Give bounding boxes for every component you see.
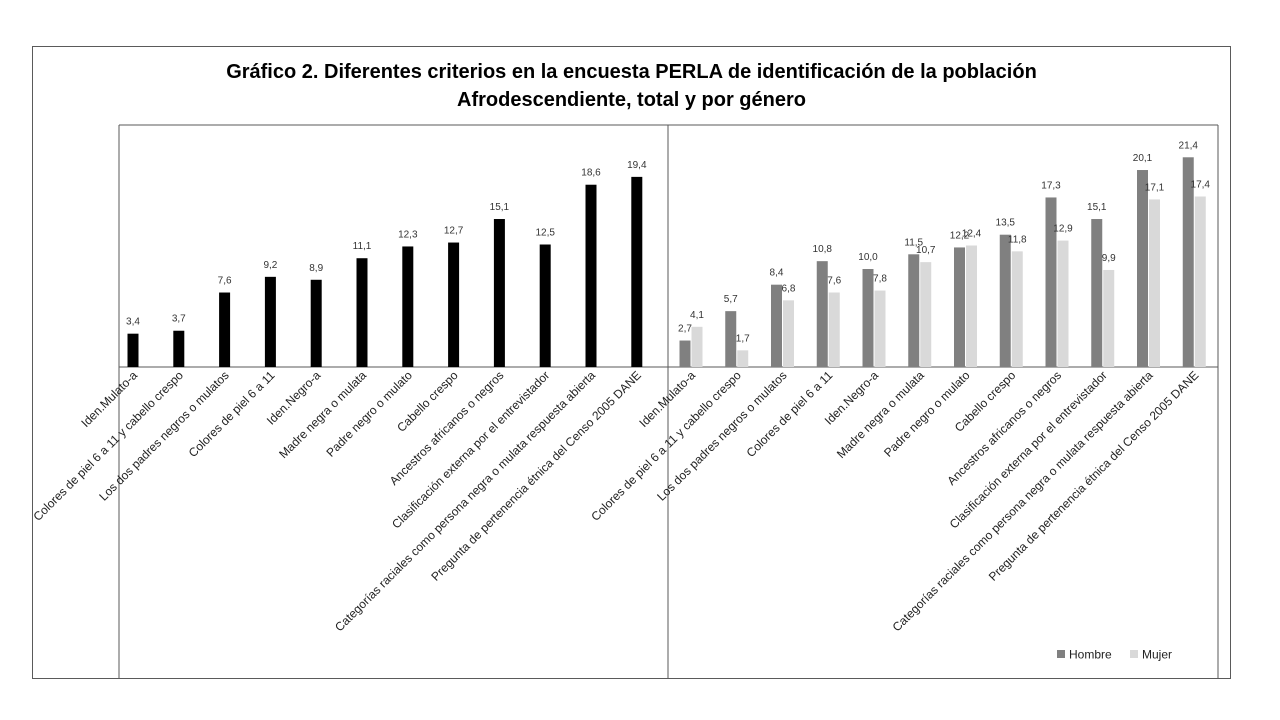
bar-p1-s1-c8 (448, 242, 460, 367)
data-label-p2-s2-c5: 7,8 (873, 274, 887, 285)
data-label-p2-s2-c2: 1,7 (736, 333, 750, 344)
data-label-p1-s1-c12: 19,4 (627, 160, 647, 171)
bar-p2-s2-c3 (783, 300, 794, 367)
bar-p1-s1-c10 (539, 244, 551, 367)
bar-p1-s1-c1 (127, 333, 139, 367)
bar-p1-s1-c9 (493, 219, 505, 367)
data-label-p2-s1-c5: 10,0 (858, 252, 878, 263)
data-label-p2-s2-c8: 11,8 (1008, 234, 1027, 245)
bar-p2-s2-c11 (1149, 199, 1160, 367)
data-label-p1-s1-c2: 3,7 (172, 314, 186, 325)
bar-p2-s1-c1 (679, 340, 691, 367)
data-label-p1-s1-c10: 12,5 (535, 228, 555, 239)
bar-p2-s1-c10 (1091, 219, 1103, 367)
legend-label-2: Mujer (1142, 648, 1172, 662)
data-label-p2-s1-c3: 8,4 (770, 268, 784, 279)
category-label-p1-c7: Padre negro o mulato (323, 368, 415, 460)
bar-p1-s1-c2 (173, 330, 185, 367)
bar-p2-s1-c9 (1045, 197, 1057, 367)
legend-swatch-2 (1130, 650, 1138, 658)
data-label-p2-s2-c4: 7,6 (827, 276, 841, 287)
category-label-p2-c10: Clasificación externa por el entrevistad… (947, 368, 1110, 531)
legend-label-1: Hombre (1069, 648, 1112, 662)
data-label-p2-s1-c4: 10,8 (813, 244, 833, 255)
data-label-p1-s1-c3: 7,6 (218, 276, 232, 287)
category-label-p1-c4: Colores de piel 6 a 11 (186, 368, 278, 460)
data-label-p2-s1-c12: 21,4 (1179, 140, 1199, 151)
chart-title: Gráfico 2. Diferentes criterios en la en… (32, 58, 1231, 114)
bar-p2-s2-c6 (920, 262, 932, 367)
data-label-p1-s1-c6: 11,1 (353, 241, 372, 252)
data-label-p2-s2-c12: 17,4 (1191, 179, 1211, 190)
bar-p2-s1-c8 (999, 234, 1011, 367)
bar-p1-s1-c5 (310, 279, 322, 367)
bar-p1-s1-c7 (402, 246, 414, 367)
data-label-p2-s2-c3: 6,8 (782, 283, 796, 294)
data-label-p1-s1-c8: 12,7 (444, 226, 464, 237)
data-label-p2-s1-c9: 17,3 (1041, 180, 1061, 191)
data-label-p2-s2-c10: 9,9 (1102, 253, 1116, 264)
data-label-p1-s1-c11: 18,6 (581, 168, 601, 179)
bar-p2-s2-c7 (966, 245, 977, 367)
category-label-p2-c12: Pregunta de pertenencia étnica del Censo… (986, 368, 1202, 584)
bar-p2-s1-c4 (816, 261, 828, 367)
bar-p2-s1-c12 (1182, 157, 1194, 367)
bar-p2-s2-c5 (874, 290, 886, 367)
data-label-p2-s1-c1: 2,7 (678, 324, 692, 335)
data-label-p2-s1-c6: 11,5 (904, 237, 923, 248)
bar-p2-s1-c7 (954, 247, 965, 367)
data-label-p2-s2-c9: 12,9 (1053, 224, 1073, 235)
data-label-p2-s2-c6: 10,7 (916, 245, 936, 256)
category-label-p2-c6: Madre negra o mulata (834, 368, 927, 461)
bar-p2-s2-c8 (1011, 251, 1023, 367)
data-label-p2-s1-c11: 20,1 (1133, 153, 1153, 164)
bar-p2-s1-c2 (725, 311, 737, 367)
data-label-p2-s1-c2: 5,7 (724, 294, 738, 305)
bar-p1-s1-c4 (264, 276, 276, 367)
data-label-p2-s2-c11: 17,1 (1145, 182, 1165, 193)
bar-p1-s1-c3 (219, 292, 231, 367)
data-label-p2-s1-c7: 12,2 (950, 230, 970, 241)
chart-title-line-2: Afrodescendiente, total y por género (457, 89, 806, 111)
data-label-p1-s1-c1: 3,4 (126, 317, 140, 328)
bar-p2-s2-c12 (1194, 196, 1206, 367)
category-label-p1-c6: Madre negra o mulata (276, 368, 369, 461)
bar-p2-s2-c10 (1103, 269, 1115, 367)
data-label-p1-s1-c7: 12,3 (398, 229, 418, 240)
data-label-p2-s1-c8: 13,5 (996, 218, 1016, 229)
category-label-p1-c10: Clasificación externa por el entrevistad… (389, 368, 552, 531)
data-label-p1-s1-c5: 8,9 (309, 263, 323, 274)
bar-p2-s1-c5 (862, 269, 874, 367)
data-label-p2-s2-c7: 12,4 (962, 228, 982, 239)
chart-title-line-1: Gráfico 2. Diferentes criterios en la en… (226, 61, 1037, 83)
data-label-p1-s1-c4: 9,2 (263, 260, 277, 271)
bar-p2-s1-c3 (771, 284, 782, 367)
bar-p1-s1-c11 (585, 184, 597, 367)
data-label-p2-s1-c10: 15,1 (1087, 202, 1107, 213)
category-label-p2-c4: Colores de piel 6 a 11 (744, 368, 836, 460)
data-label-p1-s1-c9: 15,1 (490, 202, 510, 213)
bar-p2-s1-c11 (1137, 170, 1148, 367)
chart-frame (32, 46, 1231, 679)
bar-p1-s1-c6 (356, 258, 368, 367)
legend-swatch-1 (1057, 650, 1065, 658)
category-label-p2-c7: Padre negro o mulato (881, 368, 973, 460)
bar-p2-s2-c2 (737, 350, 749, 367)
data-label-p2-s2-c1: 4,1 (690, 310, 704, 321)
bar-p2-s2-c9 (1057, 240, 1069, 367)
bar-p2-s1-c6 (908, 254, 920, 367)
bar-p2-s2-c4 (828, 292, 840, 367)
bar-p2-s2-c1 (691, 326, 703, 367)
category-label-p1-c12: Pregunta de pertenencia étnica del Censo… (428, 368, 644, 584)
bar-p1-s1-c12 (631, 176, 643, 367)
